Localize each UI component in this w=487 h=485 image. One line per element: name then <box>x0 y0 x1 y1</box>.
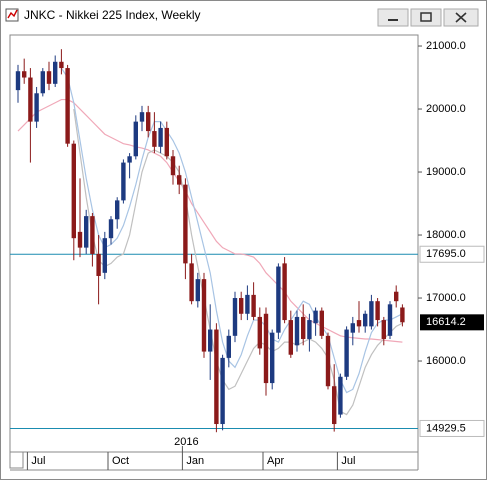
candle-body <box>34 93 39 122</box>
candle-body <box>226 335 231 358</box>
candle-body <box>288 320 293 355</box>
y-tick-label: 19000.0 <box>426 166 466 178</box>
candle-body <box>108 219 114 239</box>
candle-body <box>195 279 200 302</box>
x-tick-label: Oct <box>112 455 129 467</box>
candle-body <box>15 71 21 91</box>
candle-body <box>22 71 27 78</box>
y-tick-label: 18000.0 <box>426 229 466 241</box>
minimize-button[interactable] <box>377 8 409 27</box>
candle-body <box>59 61 64 69</box>
moving-average-line <box>60 67 403 394</box>
candle-body <box>245 294 250 314</box>
horizontal-line-label: 17695.0 <box>426 248 466 260</box>
maximize-icon <box>420 12 432 22</box>
candle-body <box>270 332 275 384</box>
moving-average-line <box>73 108 403 416</box>
y-tick-label: 21000.0 <box>426 40 466 52</box>
candle-body <box>201 279 207 352</box>
candle-body <box>282 263 287 321</box>
candle-body <box>84 216 89 248</box>
candle-body <box>102 238 107 273</box>
candle-body <box>375 301 380 321</box>
candle-body <box>65 68 70 144</box>
x-tick-label: Jul <box>31 455 45 467</box>
last-price-box <box>420 314 484 331</box>
scroll-box[interactable] <box>9 451 24 469</box>
candle-body <box>369 301 374 327</box>
candle-body <box>127 156 132 163</box>
candle-body <box>350 323 355 333</box>
y-tick-label: 20000.0 <box>426 103 466 115</box>
candle-body <box>214 329 219 425</box>
x-tick-label: Jul <box>341 455 355 467</box>
window-icon-line <box>7 9 18 19</box>
candle-body <box>28 77 33 122</box>
candle-body <box>251 294 256 317</box>
x-tick-label: Jan <box>186 455 204 467</box>
candle-body <box>338 376 343 415</box>
candle-body <box>301 316 306 339</box>
candle-body <box>208 329 213 352</box>
candle-body <box>40 71 45 94</box>
candle-body <box>319 310 324 336</box>
candle-body <box>71 143 76 239</box>
candle-body <box>220 357 225 425</box>
candle-body <box>152 131 157 147</box>
candle-body <box>394 291 399 302</box>
candle-body <box>344 329 349 377</box>
candle-body <box>307 320 312 339</box>
candle-body <box>158 127 163 147</box>
candle-body <box>96 253 101 276</box>
horizontal-line-label-box <box>419 419 485 437</box>
close-icon <box>455 12 467 23</box>
candle-body <box>90 216 95 254</box>
window-title: JNKC - Nikkei 225 Index, Weekly <box>24 8 201 22</box>
candle-body <box>313 310 318 324</box>
plot-area <box>9 34 419 453</box>
horizontal-line-label: 14929.5 <box>426 422 466 434</box>
candle-body <box>325 335 331 387</box>
year-label: 2016 <box>174 436 198 448</box>
candle-body <box>164 127 169 157</box>
candle-body <box>400 307 405 323</box>
candle-body <box>170 156 176 176</box>
candle-body <box>294 316 300 346</box>
candle-body <box>133 121 138 157</box>
candle-body <box>263 313 269 384</box>
moving-average-line <box>17 98 403 343</box>
y-tick-label: 17000.0 <box>426 292 466 304</box>
window-icon <box>5 8 19 22</box>
y-tick-label: 16000.0 <box>426 355 466 367</box>
candle-body <box>276 266 281 333</box>
candle-body <box>77 231 83 248</box>
candle-body <box>146 112 151 132</box>
candle-body <box>46 71 52 84</box>
candle-body <box>53 61 58 84</box>
candle-body <box>356 320 362 327</box>
candle-body <box>381 320 386 339</box>
candle-body <box>189 263 194 302</box>
plot: 16000.0 17000.0 18000.0 19000.0 20000.0 21000… <box>10 40 485 470</box>
horizontal-line-label-box <box>419 245 485 263</box>
candle-body <box>139 112 145 122</box>
candle-body <box>121 162 126 201</box>
candle-body <box>232 298 238 336</box>
candle-body <box>183 184 188 264</box>
candle-body <box>387 304 393 336</box>
x-tick-label: Apr <box>267 455 284 467</box>
candle-body <box>332 386 337 425</box>
candle-body <box>363 313 368 327</box>
last-price-label: 16614.2 <box>426 316 466 328</box>
candle-body <box>177 175 182 185</box>
candle-body <box>115 200 120 220</box>
candle-body <box>257 316 262 349</box>
candle-body <box>239 298 244 314</box>
maximize-button[interactable] <box>410 8 442 27</box>
